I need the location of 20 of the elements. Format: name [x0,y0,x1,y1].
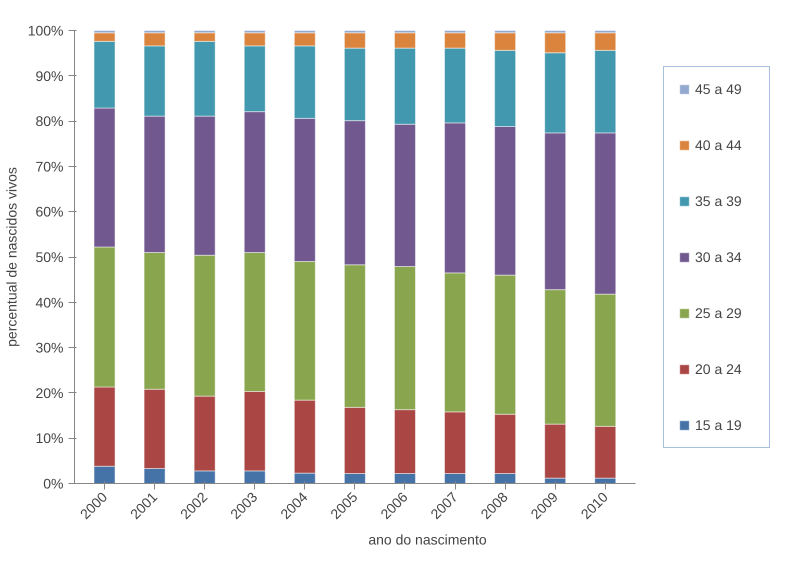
y-tick-label: 60% [35,204,64,220]
x-axis-title: ano do nascimento [368,532,487,548]
y-tick-label: 80% [35,113,64,130]
legend-label: 40 a 44 [695,136,743,152]
y-tick-label: 20% [35,384,64,401]
y-tick-label: 10% [35,430,64,446]
legend-label: 45 a 49 [695,80,743,96]
y-tick-label: 70% [35,158,64,174]
y-axis-title: percentual de nascidos vivos [4,167,20,347]
legend-label: 35 a 39 [695,192,743,208]
legend-label: 15 a 19 [695,416,743,432]
y-tick-label: 0% [43,476,64,492]
legend-label: 25 a 29 [695,304,743,320]
y-tick-label: 100% [28,22,64,38]
legend-label: 20 a 24 [695,360,743,376]
y-tick-label: 90% [35,68,64,84]
y-tick-label: 50% [35,249,64,265]
y-tick-label: 40% [35,294,64,310]
legend-label: 30 a 34 [695,248,743,264]
y-tick-label: 30% [35,340,64,356]
